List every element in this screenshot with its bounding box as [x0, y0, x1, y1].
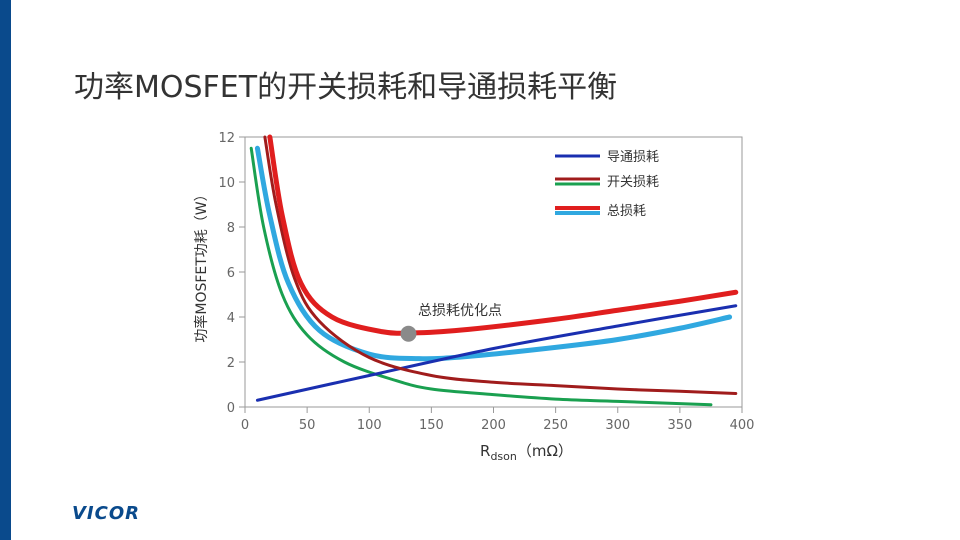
page-title: 功率MOSFET的开关损耗和导通损耗平衡 [74, 70, 618, 105]
legend-switching-label: 开关损耗 [607, 175, 659, 190]
x-axis-label-sub: dson [490, 450, 517, 463]
conduction-loss-line [255, 304, 738, 402]
total-loss-line-b [254, 145, 733, 362]
x-tick-label: 100 [357, 418, 382, 433]
x-tick-label: 350 [667, 418, 692, 433]
switching-loss-line-a [263, 135, 738, 395]
y-tick-label: 4 [227, 311, 235, 326]
x-axis-label: Rdson（mΩ） [480, 440, 573, 463]
x-tick-label: 0 [241, 418, 249, 433]
y-tick-label: 0 [227, 401, 235, 416]
optimal-point-label: 总损耗优化点 [418, 303, 502, 319]
chart-curves [249, 134, 739, 407]
total-loss-line-a [267, 134, 739, 336]
y-tick-label: 8 [227, 221, 235, 236]
x-axis-label-unit: （mΩ） [516, 442, 573, 460]
x-tick-label: 150 [419, 418, 444, 433]
vicor-logo: VICOR [72, 503, 140, 524]
x-axis-label-main: R [480, 442, 491, 460]
chart-axes: 0 2 4 6 8 10 12 0 50 100 150 200 250 300 350 400 [218, 131, 754, 433]
x-tick-label: 50 [299, 418, 316, 433]
y-tick-label: 2 [227, 356, 235, 371]
y-tick-label: 6 [227, 266, 235, 281]
x-tick-label: 200 [481, 418, 506, 433]
slide-accent-band [0, 0, 11, 540]
chart-annotation: 总损耗优化点 [400, 303, 502, 342]
y-tick-label: 10 [218, 176, 235, 191]
x-tick-label: 250 [543, 418, 568, 433]
x-tick-label: 400 [730, 418, 755, 433]
plot-frame [244, 136, 743, 408]
legend-total-label: 总损耗 [607, 204, 646, 219]
x-tick-label: 300 [605, 418, 630, 433]
y-tick-label: 12 [218, 131, 235, 146]
switching-loss-line-b [249, 146, 713, 407]
legend-conduction-label: 导通损耗 [607, 150, 659, 165]
optimal-point-marker [400, 325, 417, 342]
y-axis-label: 功率MOSFET功耗（W） [194, 187, 210, 343]
